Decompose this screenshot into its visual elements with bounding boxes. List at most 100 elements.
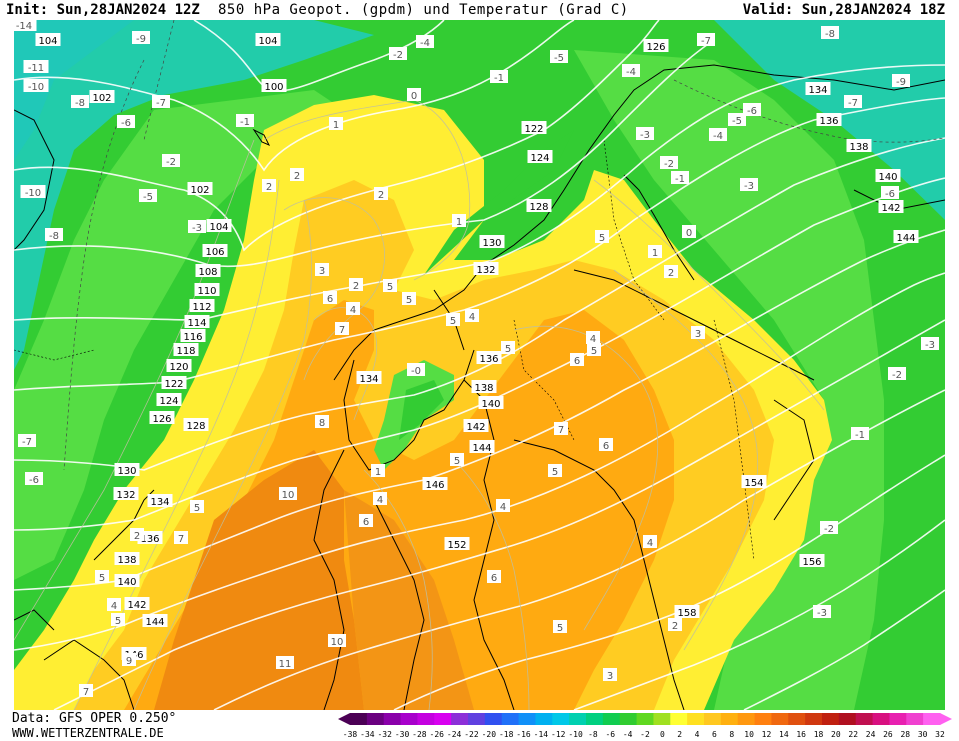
temperature-value: -3 — [744, 181, 754, 192]
temperature-label-box — [881, 186, 899, 199]
temperature-value: 7 — [83, 687, 89, 698]
isohypse-label: 108 — [195, 264, 221, 278]
isohypse-value: 132 — [476, 265, 495, 276]
isohypse-label: 132 — [473, 262, 499, 276]
isohypse-label-box — [893, 230, 919, 243]
temperature-label: -2 — [389, 47, 407, 61]
isohypse-label-box — [527, 150, 553, 163]
isohypse-label: 134 — [805, 82, 831, 96]
temperature-label: -11 — [23, 60, 49, 74]
colorbar-tick-label: -38 — [343, 730, 358, 739]
temperature-label-box — [671, 171, 689, 184]
temperature-value: 2 — [294, 171, 300, 182]
colorbar-tick-label: -8 — [588, 730, 598, 739]
temperature-label-box — [643, 535, 657, 548]
colorbar-swatch — [383, 713, 402, 725]
temperature-value: -6 — [885, 189, 895, 200]
temperature-label: 6 — [323, 291, 337, 305]
temperature-value: 7 — [178, 534, 184, 545]
temperature-label: -3 — [813, 605, 831, 619]
temperature-label: -6 — [25, 472, 43, 486]
isohypse-label-box — [114, 574, 140, 587]
isohypse-value: 106 — [205, 247, 224, 258]
isohypse-label-box — [173, 343, 199, 356]
colorbar-swatch — [788, 713, 806, 725]
temperature-label-box — [95, 570, 109, 583]
temperature-label-box — [262, 179, 276, 192]
weather-map[interactable]: 100 102 102 104 104 104 106 108 110 112 114 116 118 1… — [14, 20, 945, 710]
temperature-label-box — [490, 70, 508, 83]
colorbar-swatch — [501, 713, 520, 725]
temperature-value: -6 — [29, 475, 39, 486]
temperature-label: 7 — [79, 684, 93, 698]
colorbar-swatch — [754, 713, 772, 725]
isohypse-value: 122 — [164, 379, 183, 390]
temperature-label: -7 — [18, 434, 36, 448]
colorbar-tick-label: 24 — [866, 730, 876, 739]
isohypse-label-box — [469, 440, 495, 453]
isohypse-label: 118 — [173, 343, 199, 357]
temperature-label: 2 — [290, 168, 304, 182]
temperature-value: 5 — [591, 346, 597, 357]
temperature-label-box — [921, 337, 939, 350]
temperature-label-box — [371, 464, 385, 477]
isohypse-label-box — [255, 33, 281, 46]
isohypse-value: 110 — [197, 286, 216, 297]
isohypse-label: 136 — [816, 113, 842, 127]
colorbar-swatch — [889, 713, 907, 725]
temperature-label: 7 — [174, 531, 188, 545]
temperature-label: 10 — [328, 634, 346, 648]
isohypse-label: 124 — [156, 393, 182, 407]
temperature-value: -1 — [494, 73, 504, 84]
temperature-value: -6 — [121, 118, 131, 129]
isohypse-value: 120 — [169, 362, 188, 373]
colorbar-swatch — [805, 713, 823, 725]
temperature-label-box — [682, 225, 696, 238]
temperature-label: -3 — [740, 178, 758, 192]
isohypse-value: 154 — [744, 478, 763, 489]
temperature-value: 5 — [557, 623, 563, 634]
isohypse-label-box — [149, 411, 175, 424]
temperature-label-box — [328, 634, 346, 647]
isohypse-label-box — [422, 477, 448, 490]
temperature-label-box — [276, 656, 294, 669]
temperature-label: 6 — [487, 570, 501, 584]
colorbar-tick-label: 4 — [695, 730, 700, 739]
temperature-label-box — [236, 114, 254, 127]
temperature-value: 4 — [350, 305, 356, 316]
temperature-label: 2 — [130, 528, 144, 542]
isohypse-label-box — [161, 376, 187, 389]
colorbar-tick-label: -30 — [395, 730, 410, 739]
light-green-band — [14, 90, 344, 580]
temperature-label-box — [329, 117, 343, 130]
colorbar-tick-label: 0 — [660, 730, 665, 739]
colorbar-tick-label: 8 — [729, 730, 734, 739]
isohypse-value: 128 — [529, 202, 548, 213]
temperature-value: -8 — [825, 29, 835, 40]
isohypse-label: 124 — [527, 150, 553, 164]
colorbar-swatch — [619, 713, 638, 725]
temperature-label: 5 — [450, 453, 464, 467]
temperature-value: 4 — [647, 538, 653, 549]
isohypse-label-box — [356, 371, 382, 384]
temperature-label-box — [452, 214, 466, 227]
isohypse-label: 126 — [643, 39, 669, 53]
temperature-label-box — [587, 343, 601, 356]
colorbar-tick-label: 32 — [935, 730, 945, 739]
temperature-label-box — [290, 168, 304, 181]
isohypse-label: 128 — [183, 418, 209, 432]
temperature-value: -7 — [156, 98, 166, 109]
temperature-value: -2 — [166, 157, 176, 168]
isohypse-label-box — [444, 537, 470, 550]
temperature-value: 5 — [454, 456, 460, 467]
temperature-label: -5 — [550, 50, 568, 64]
temperature-label: 7 — [554, 422, 568, 436]
isohypse-value: 146 — [425, 480, 444, 491]
colorbar-swatch — [906, 713, 924, 725]
temperature-value: -11 — [28, 63, 44, 74]
cold-cyan-region — [14, 20, 374, 370]
temperature-value: 6 — [603, 441, 609, 452]
temperature-label-box — [107, 598, 121, 611]
temperature-value: 11 — [279, 659, 292, 670]
temperature-value: 4 — [377, 495, 383, 506]
